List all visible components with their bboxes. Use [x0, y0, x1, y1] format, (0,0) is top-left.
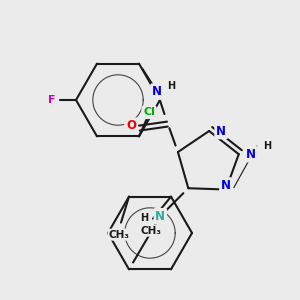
Text: N: N [216, 124, 226, 137]
Text: N: N [155, 210, 165, 223]
Text: H: H [140, 213, 148, 223]
Text: CH₃: CH₃ [140, 226, 161, 236]
Text: O: O [126, 119, 136, 132]
Text: N: N [246, 148, 256, 161]
Text: F: F [48, 95, 56, 105]
Text: CH₃: CH₃ [109, 230, 130, 240]
Text: Cl: Cl [143, 107, 155, 117]
Text: N: N [152, 85, 162, 98]
Text: H: H [263, 141, 271, 151]
Text: H: H [167, 81, 175, 91]
Text: N: N [221, 179, 231, 192]
